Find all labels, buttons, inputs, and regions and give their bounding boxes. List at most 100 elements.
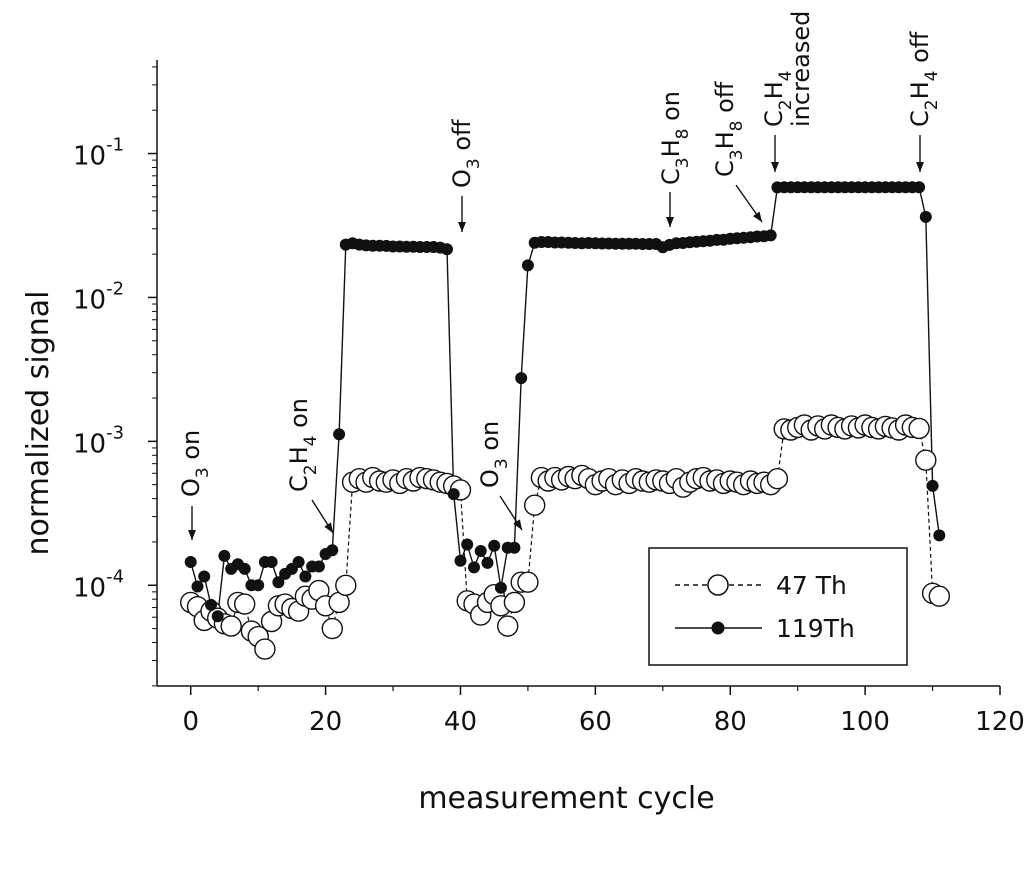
y-tick-label: 10-2 [73,278,124,315]
point-119th [299,570,312,583]
point-119th [488,539,501,552]
annotation-label-extra: increased [787,11,815,127]
annotation-subscript: 2 [776,99,796,110]
point-119th [521,259,534,272]
annotation-subscript: 4 [922,71,942,82]
point-119th [933,529,946,542]
point-47th [503,591,526,614]
annotation-subscript: 2 [301,464,321,475]
legend-marker-119th [711,621,725,635]
point-119th [265,556,278,568]
point-119th [919,210,932,223]
annotation-text: on [285,398,313,436]
point-119th [211,610,224,623]
annotation-text: C [760,110,788,127]
annotation-text: C [906,110,934,127]
point-119th [333,428,346,441]
annotation-text: off [448,119,476,158]
x-tick-label: 100 [840,707,890,737]
point-119th [515,372,528,385]
point-47th [524,494,546,516]
annotation-arrowhead [916,162,924,172]
annotation-label: O3 on [476,421,512,488]
annotation-text: C [657,168,685,185]
x-tick-label: 80 [714,707,747,737]
point-119th [454,554,467,567]
point-119th [272,576,285,589]
annotation-text: off [906,31,934,70]
point-119th [447,488,460,501]
annotation-arrowhead [324,522,333,533]
y-tick-exponent: -2 [106,278,124,299]
annotation-text: on [657,91,685,129]
point-119th [468,561,480,574]
annotation-label: C3H8 on [657,91,693,185]
annotation-label: O3 off [448,119,484,188]
annotation-o3-on-1: O3 on [177,430,213,540]
annotation-o3-off: O3 off [448,119,484,232]
annotation-text: H [760,81,788,99]
annotation-text: O [177,478,205,497]
x-axis-title: measurement cycle [418,781,714,816]
x-tick-label: 60 [579,707,612,737]
point-119th [474,545,487,557]
point-47th [928,585,950,607]
legend-label-47th: 47 Th [776,571,847,600]
y-axis-title: normalized signal [21,291,56,556]
legend-box [648,547,908,666]
point-119th [184,556,197,568]
point-119th [764,229,777,242]
legend-marker-47th [707,574,729,596]
annotation-text: C [285,475,313,492]
annotation-c2h4-off: C2H4 off [906,31,942,172]
point-119th [292,556,305,568]
point-47th [517,571,539,593]
x-tick-label: 40 [444,707,477,737]
point-119th [252,579,265,592]
x-tick-label: 0 [182,707,199,737]
point-119th [461,538,474,551]
annotation-o3-on-2: O3 on [476,421,523,531]
point-47th [915,449,937,471]
point-47th [220,615,242,637]
annotation-text: on [476,421,504,459]
point-47th [321,617,343,640]
annotation-text: O [448,169,476,188]
point-119th [913,181,926,194]
point-119th [494,581,507,594]
y-tick-exponent: -3 [106,422,124,443]
annotation-text: C [711,160,739,177]
annotation-label: C3H8 off [711,81,747,177]
y-tick-base: 10 [73,142,106,172]
annotation-label: C2H4 off [906,31,942,127]
point-47th [908,417,930,440]
annotation-label: C2H4 [760,71,796,127]
y-tick-base: 10 [73,573,106,603]
annotation-arrowhead [752,211,762,222]
annotation-text: H [906,81,934,99]
legend-label-119th: 119Th [776,614,855,643]
y-tick-base: 10 [73,285,106,315]
annotation-subscript: 4 [301,436,321,447]
annotation-subscript: 3 [193,467,213,478]
point-119th [238,562,251,575]
annotation-subscript: 4 [776,71,796,82]
point-47th [233,593,256,615]
annotation-subscript: 2 [922,99,942,110]
annotation-arrowhead [666,217,674,227]
annotation-label: C2H4 on [285,398,321,492]
annotation-subscript: 3 [673,157,693,168]
x-tick-label: 20 [309,707,342,737]
point-119th [326,544,339,557]
y-tick-label: 10-4 [73,566,124,603]
y-tick-label: 10-3 [73,422,124,459]
y-tick-exponent: -1 [106,135,124,156]
series-markers [179,181,950,660]
y-tick-label: 10-1 [73,135,124,172]
y-tick-base: 10 [73,429,106,459]
annotation-arrowhead [188,530,196,540]
